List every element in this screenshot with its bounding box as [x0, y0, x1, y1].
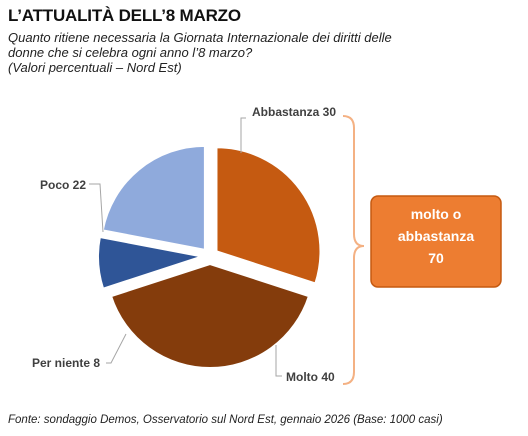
total-bracket — [342, 115, 365, 385]
pie-slice-molto — [109, 262, 311, 369]
subtitle-line: (Valori percentuali – Nord Est) — [8, 60, 182, 75]
leader-line — [89, 183, 104, 233]
pie-slice-per-niente — [97, 235, 203, 290]
subtitle-line: Quanto ritiene necessaria la Giornata In… — [8, 30, 392, 45]
leader-lines — [89, 117, 282, 377]
slice-label: Molto 40 — [286, 370, 335, 384]
total-callout-text: molto o abbastanza 70 — [398, 206, 474, 266]
pie-slice-abbastanza — [215, 146, 322, 285]
callout-line: 70 — [428, 250, 444, 266]
slice-label: Poco 22 — [40, 178, 86, 192]
pie-slices — [97, 144, 322, 369]
subtitle-line: donne che si celebra ogni anno l’8 marzo… — [8, 45, 253, 60]
slice-label: Per niente 8 — [32, 356, 100, 370]
leader-line — [106, 333, 127, 364]
callout-line: abbastanza — [398, 228, 474, 244]
callout-line: molto o — [411, 206, 462, 222]
leader-line — [240, 117, 246, 153]
source-note: Fonte: sondaggio Demos, Osservatorio sul… — [8, 414, 443, 426]
chart-subtitle: Quanto ritiene necessaria la Giornata In… — [8, 30, 508, 75]
slice-labels: Abbastanza 30 Molto 40 Per niente 8 Poco 22 — [32, 105, 336, 384]
total-callout-box — [370, 195, 502, 288]
pie-slice-poco — [101, 144, 206, 252]
leader-line — [275, 345, 282, 377]
chart-title: L’ATTUALITÀ DELL’8 MARZO — [8, 6, 241, 25]
slice-label: Abbastanza 30 — [252, 105, 336, 119]
